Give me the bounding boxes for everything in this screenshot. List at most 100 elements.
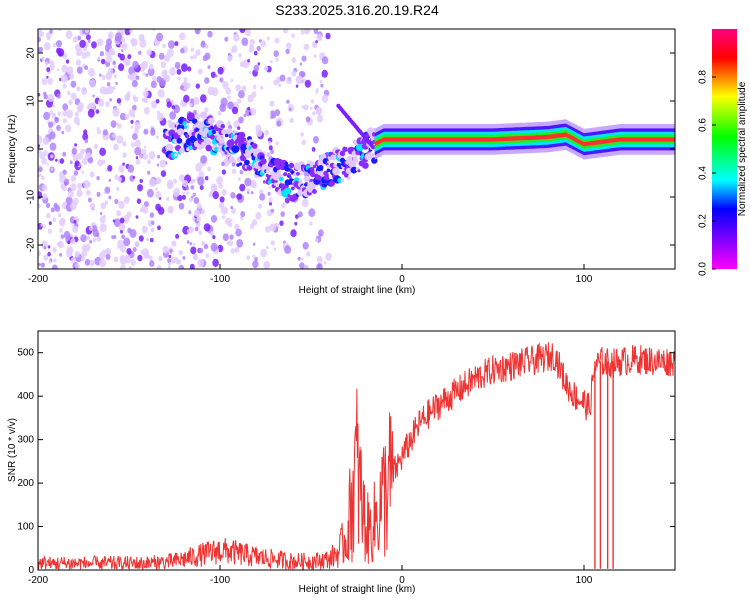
noise-speckle	[65, 30, 73, 40]
y-tick-label: 100	[17, 522, 34, 533]
noise-speckle	[147, 67, 155, 77]
noise-speckle	[252, 242, 256, 246]
signal-blob	[278, 176, 284, 182]
noise-speckle	[249, 39, 255, 46]
signal-blob	[266, 152, 272, 158]
noise-speckle	[192, 192, 196, 197]
noise-speckle	[129, 75, 134, 81]
signal-blob	[347, 176, 351, 181]
noise-speckle	[96, 176, 100, 181]
noise-speckle	[96, 126, 100, 131]
noise-speckle	[130, 119, 134, 124]
noise-speckle	[219, 196, 225, 203]
noise-speckle	[193, 197, 200, 204]
noise-speckle	[49, 29, 53, 34]
noise-speckle	[251, 91, 257, 98]
noise-speckle	[99, 223, 107, 233]
noise-speckle	[299, 62, 303, 66]
signal-blob	[350, 166, 358, 174]
noise-speckle	[224, 36, 229, 42]
noise-speckle	[219, 77, 224, 83]
noise-speckle	[58, 29, 61, 32]
noise-speckle	[132, 132, 138, 141]
noise-speckle	[127, 54, 132, 60]
noise-speckle	[46, 75, 49, 79]
noise-speckle	[150, 227, 155, 233]
noise-speckle	[221, 169, 227, 175]
noise-speckle	[38, 46, 43, 53]
noise-speckle	[57, 48, 65, 57]
noise-speckle	[249, 179, 257, 189]
noise-speckle	[74, 111, 79, 117]
noise-speckle	[89, 202, 96, 210]
noise-speckle	[267, 191, 271, 196]
noise-speckle	[210, 183, 217, 192]
noise-speckle	[70, 92, 77, 101]
signal-blob	[170, 122, 176, 128]
noise-speckle	[310, 99, 315, 104]
colorbar-label: Normalized spectral amplitude	[737, 81, 748, 216]
noise-speckle	[117, 176, 122, 183]
noise-speckle	[38, 173, 41, 178]
noise-speckle	[244, 29, 252, 37]
noise-speckle	[150, 80, 157, 89]
signal-blob	[266, 166, 271, 172]
noise-speckle	[102, 129, 108, 136]
noise-speckle	[151, 220, 155, 225]
noise-speckle	[132, 60, 139, 69]
noise-speckle	[250, 108, 257, 116]
noise-speckle	[193, 254, 199, 261]
signal-blob	[207, 117, 215, 125]
noise-speckle	[189, 242, 193, 246]
noise-speckle	[195, 29, 199, 35]
signal-blob	[174, 153, 178, 157]
noise-speckle	[70, 237, 76, 245]
colorbar: 0.0 0.2 0.4 0.6 0.8 Normalized spectral ampl…	[698, 29, 748, 276]
noise-speckle	[41, 78, 48, 86]
noise-speckle	[58, 218, 66, 227]
noise-speckle	[89, 171, 95, 178]
noise-speckle	[257, 62, 261, 66]
noise-speckle	[234, 223, 240, 231]
noise-speckle	[38, 250, 41, 257]
noise-speckle	[114, 174, 119, 180]
signal-blob	[221, 129, 227, 135]
noise-speckle	[116, 210, 122, 217]
noise-speckle	[108, 48, 115, 56]
noise-speckle	[86, 34, 91, 41]
noise-speckle	[62, 83, 67, 89]
noise-speckle	[156, 32, 164, 42]
signal-blob	[339, 150, 346, 157]
noise-speckle	[81, 29, 85, 34]
signal-blob	[357, 169, 361, 173]
noise-speckle	[87, 197, 92, 203]
noise-speckle	[178, 202, 185, 210]
noise-speckle	[41, 176, 45, 181]
noise-speckle	[297, 256, 301, 261]
noise-speckle	[171, 105, 175, 110]
noise-speckle	[49, 131, 56, 140]
noise-speckle	[158, 256, 163, 262]
noise-speckle	[220, 206, 228, 215]
noise-speckle	[159, 159, 166, 168]
noise-speckle	[72, 36, 79, 43]
noise-speckle	[227, 55, 233, 62]
noise-speckle	[186, 240, 190, 244]
signal-blob	[181, 130, 185, 134]
noise-speckle	[101, 74, 106, 80]
noise-speckle	[69, 73, 75, 80]
noise-speckle	[145, 73, 149, 77]
noise-speckle	[149, 178, 156, 187]
noise-speckle	[311, 147, 316, 152]
noise-speckle	[123, 196, 130, 204]
noise-speckle	[192, 242, 196, 246]
noise-speckle	[185, 186, 189, 191]
noise-speckle	[40, 223, 43, 227]
noise-speckle	[237, 177, 241, 181]
noise-speckle	[112, 219, 116, 223]
noise-speckle	[260, 40, 267, 48]
noise-speckle	[308, 208, 316, 218]
noise-speckle	[325, 252, 332, 261]
noise-speckle	[38, 144, 41, 148]
noise-speckle	[274, 109, 281, 117]
